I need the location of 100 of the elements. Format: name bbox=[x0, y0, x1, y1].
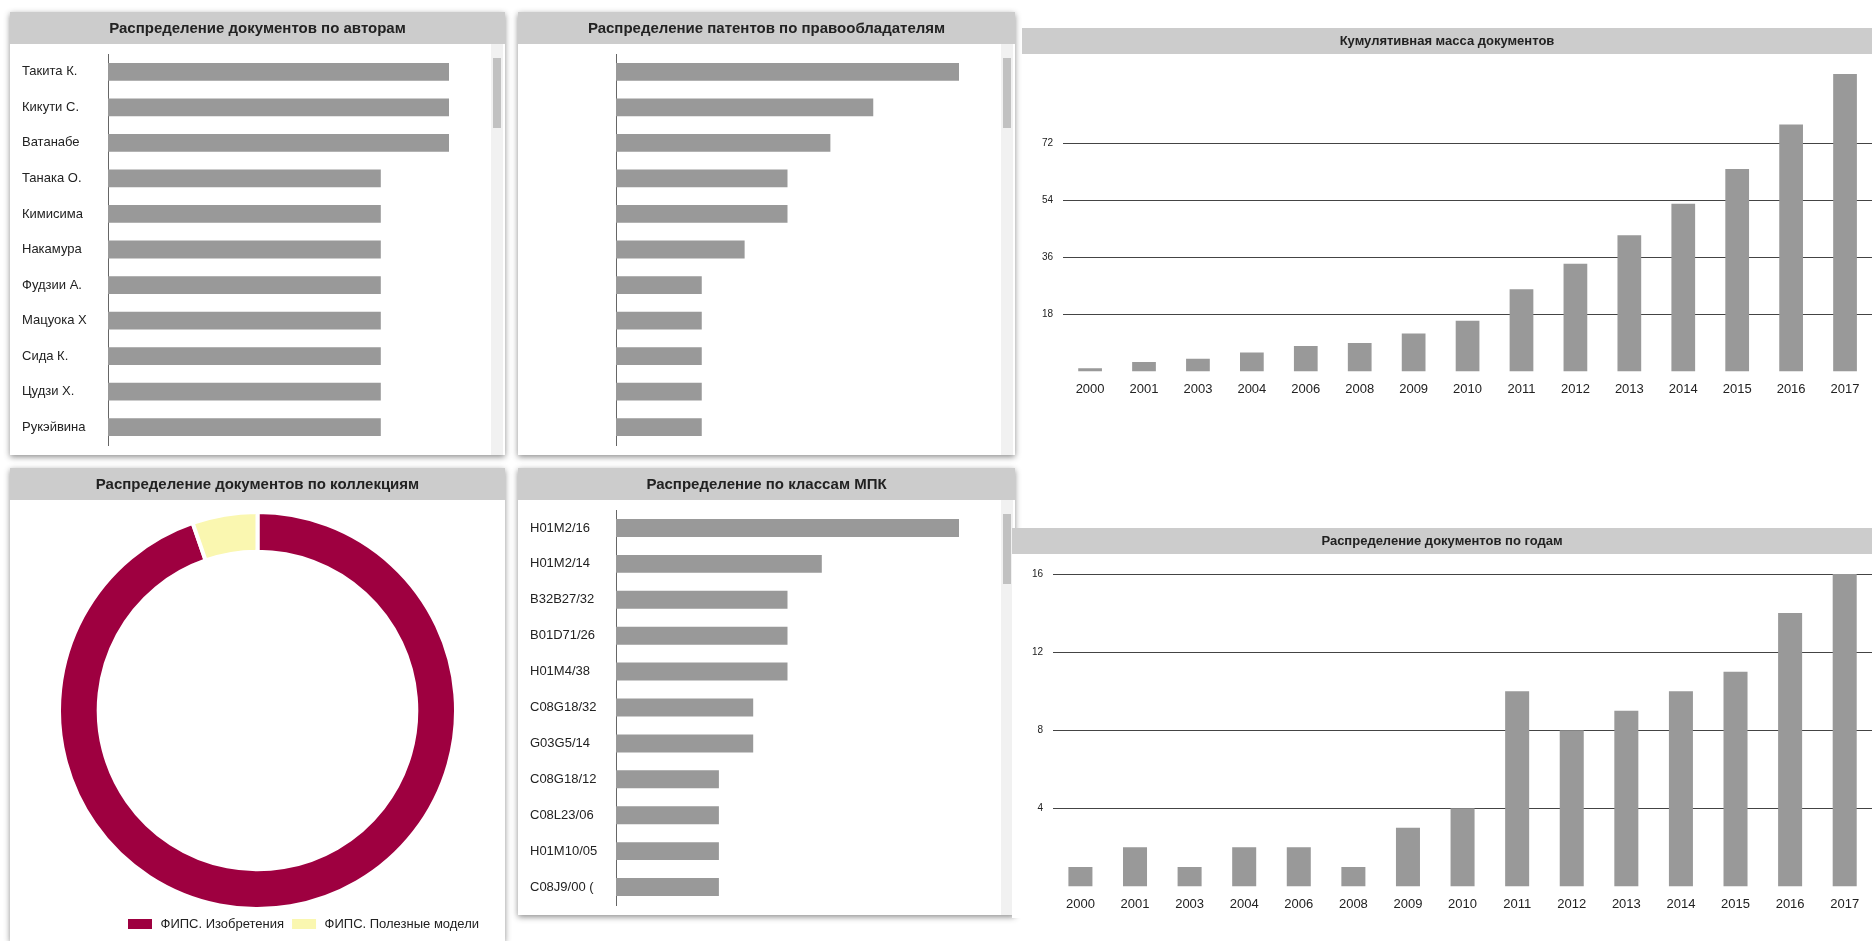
bar bbox=[1617, 235, 1642, 372]
legend-label: ФИПС. Полезные модели bbox=[324, 915, 480, 931]
x-tick-label: 2009 bbox=[1399, 380, 1429, 396]
bar bbox=[616, 276, 702, 294]
bar bbox=[1833, 74, 1857, 372]
x-tick-label: 2000 bbox=[1075, 380, 1105, 396]
x-tick-label: 2014 bbox=[1668, 380, 1698, 396]
chart-title: Распределение по классам МПК bbox=[518, 468, 1015, 500]
y-tick-label: Танака О. bbox=[22, 169, 82, 185]
x-tick-label: 2010 bbox=[1453, 380, 1483, 396]
x-tick-label: 2013 bbox=[1611, 895, 1641, 911]
bar bbox=[1614, 710, 1639, 887]
x-tick-label: 2001 bbox=[1129, 380, 1159, 396]
x-tick-label: 2008 bbox=[1345, 380, 1375, 396]
y-tick-label: B32B27/32 bbox=[530, 591, 595, 607]
x-tick-label: 2017 bbox=[1830, 895, 1860, 911]
chart-title: Распределение документов по годам bbox=[1012, 528, 1872, 554]
y-tick-label: 12 bbox=[1032, 645, 1044, 657]
y-tick-label: Кимисима bbox=[22, 205, 84, 221]
bar bbox=[1723, 671, 1748, 887]
x-tick-label: 2001 bbox=[1120, 895, 1150, 911]
bar bbox=[1186, 358, 1210, 372]
x-tick-label: 2004 bbox=[1237, 380, 1267, 396]
bar bbox=[1232, 847, 1257, 887]
y-tick-label: Сида К. bbox=[22, 347, 69, 363]
bar bbox=[1078, 368, 1102, 372]
bar bbox=[616, 878, 719, 897]
x-tick-label: 2011 bbox=[1507, 380, 1536, 396]
y-tick-label: H01M2/16 bbox=[530, 519, 590, 535]
x-tick-label: 2017 bbox=[1830, 380, 1860, 396]
bar bbox=[616, 133, 831, 152]
y-tick-label: 4 bbox=[1037, 802, 1044, 814]
bar bbox=[1559, 730, 1584, 887]
y-tick-label: Цудзи Х. bbox=[22, 383, 75, 399]
y-tick-label: Ватанабе bbox=[22, 134, 80, 150]
bar bbox=[616, 662, 788, 681]
bar bbox=[616, 169, 788, 188]
bar bbox=[1563, 263, 1588, 372]
bar bbox=[616, 311, 702, 330]
chart-title: Распределение патентов по правообладателям bbox=[518, 12, 1015, 44]
bar bbox=[616, 98, 874, 117]
chart-title: Кумулятивная масса документов bbox=[1022, 28, 1872, 54]
bar bbox=[1779, 124, 1803, 372]
x-tick-label: 2015 bbox=[1722, 380, 1752, 396]
bar bbox=[616, 842, 719, 861]
bar bbox=[616, 518, 959, 537]
x-tick-label: 2010 bbox=[1448, 895, 1478, 911]
bar bbox=[616, 418, 702, 437]
y-tick-label: 16 bbox=[1032, 567, 1044, 579]
y-tick-label: H01M2/14 bbox=[530, 555, 590, 571]
y-tick-label: C08G18/32 bbox=[530, 699, 597, 715]
bar bbox=[616, 62, 959, 81]
bar bbox=[1395, 827, 1420, 887]
bar bbox=[616, 554, 822, 573]
y-tick-label: 72 bbox=[1042, 137, 1054, 149]
bar bbox=[1725, 168, 1750, 372]
x-tick-label: 2016 bbox=[1775, 895, 1805, 911]
bar bbox=[1341, 866, 1366, 887]
x-tick-label: 2009 bbox=[1393, 895, 1423, 911]
y-tick-label: 54 bbox=[1042, 194, 1054, 206]
bar bbox=[616, 347, 702, 366]
x-tick-label: 2012 bbox=[1560, 380, 1590, 396]
chart-title: Распределение документов по коллекциям bbox=[10, 468, 505, 500]
bar bbox=[1668, 691, 1693, 887]
bar bbox=[1455, 320, 1480, 372]
bar bbox=[616, 734, 754, 753]
bar bbox=[1671, 203, 1696, 372]
x-tick-label: 2004 bbox=[1229, 895, 1259, 911]
y-tick-label: 8 bbox=[1037, 723, 1044, 735]
y-tick-label: B01D71/26 bbox=[530, 627, 596, 643]
x-tick-label: 2012 bbox=[1557, 895, 1587, 911]
y-tick-label: Фудзии А. bbox=[22, 276, 82, 292]
bar bbox=[1293, 346, 1318, 372]
bar bbox=[616, 770, 719, 789]
x-tick-label: 2016 bbox=[1776, 380, 1806, 396]
bar bbox=[1778, 613, 1803, 887]
y-tick-label: Рукэйвина bbox=[22, 418, 87, 434]
y-tick-label: 36 bbox=[1042, 251, 1054, 263]
y-tick-label: Кикути С. bbox=[22, 98, 79, 114]
bar bbox=[1450, 808, 1475, 887]
y-tick-label: G03G5/14 bbox=[530, 734, 590, 750]
bar bbox=[616, 806, 719, 825]
x-tick-label: 2013 bbox=[1614, 380, 1644, 396]
y-tick-label: C08L23/06 bbox=[530, 806, 594, 822]
x-tick-label: 2000 bbox=[1065, 895, 1095, 911]
y-tick-label: C08J9/00 ( bbox=[530, 878, 595, 894]
x-tick-label: 2006 bbox=[1284, 895, 1314, 911]
x-tick-label: 2011 bbox=[1503, 895, 1532, 911]
y-tick-label: H01M10/05 bbox=[530, 842, 598, 858]
bar bbox=[1286, 847, 1311, 887]
bar bbox=[1068, 866, 1093, 887]
bar bbox=[1509, 289, 1534, 372]
y-tick-label: Накамура bbox=[22, 241, 83, 257]
bar bbox=[1132, 361, 1156, 372]
x-tick-label: 2003 bbox=[1183, 380, 1213, 396]
y-tick-label: Мацуока Х bbox=[22, 312, 88, 328]
bar bbox=[616, 626, 788, 645]
bar bbox=[1347, 342, 1372, 372]
bar bbox=[1505, 691, 1530, 887]
y-tick-label: Такита К. bbox=[22, 63, 78, 79]
